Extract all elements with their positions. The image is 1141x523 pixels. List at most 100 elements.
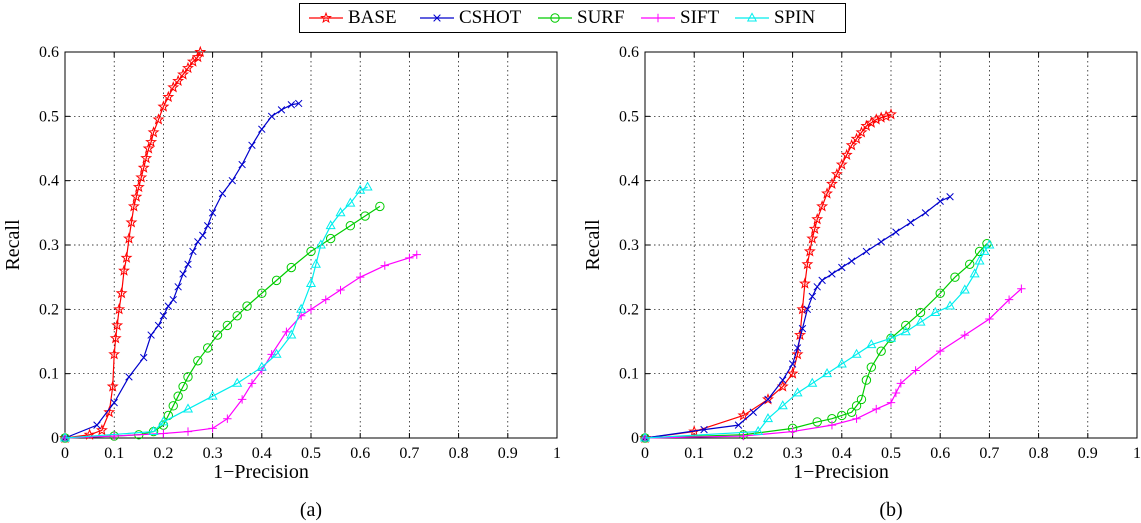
point-base: [106, 380, 119, 392]
point-spin: [900, 326, 911, 336]
legend-marker-spin: [746, 12, 758, 22]
point-base: [840, 148, 853, 161]
point-base: [125, 216, 138, 228]
point-spin: [974, 255, 985, 265]
series-line-sift: [644, 288, 1022, 439]
point-sift: [985, 314, 994, 324]
point-cshot: [749, 408, 757, 416]
x-tick-label: 0.7: [979, 445, 999, 462]
point-spin: [944, 300, 956, 310]
point-surf: [306, 246, 316, 257]
point-cshot: [228, 176, 236, 185]
point-base: [157, 100, 170, 112]
point-cshot: [218, 189, 227, 198]
point-cshot: [147, 331, 155, 339]
point-surf: [286, 262, 297, 273]
point-base: [177, 68, 190, 80]
point-cshot: [154, 321, 163, 330]
point-base: [885, 108, 897, 120]
point-surf: [812, 417, 822, 427]
point-spin: [232, 377, 243, 387]
point-surf: [193, 356, 203, 366]
point-surf: [861, 375, 872, 385]
x-tick-label: 0.4: [252, 445, 272, 462]
point-cshot: [813, 283, 821, 291]
point-spin: [362, 181, 373, 191]
x-tick-label: 0.5: [301, 445, 321, 462]
point-spin: [286, 329, 297, 339]
point-spin: [959, 284, 970, 294]
axes: 0 0.1 0.2 0.3 0.4 0.5 0.6 0.7 0.8 0.9 1 0 0.1 0.2 0.3 0…: [582, 44, 1141, 521]
point-base: [191, 50, 204, 63]
point-base: [821, 187, 833, 199]
legend-label-spin: SPIN: [774, 7, 816, 28]
point-sift: [336, 285, 345, 295]
point-base: [147, 126, 160, 138]
point-surf: [876, 346, 886, 356]
point-sift: [827, 420, 837, 430]
point-base: [135, 171, 148, 183]
point-cshot: [764, 395, 772, 404]
point-cshot: [892, 228, 900, 236]
point-surf: [846, 407, 857, 417]
point-base: [194, 45, 207, 58]
point-surf: [851, 401, 862, 411]
point-base: [118, 264, 130, 276]
point-cshot: [921, 209, 930, 217]
point-spin: [792, 387, 803, 397]
chart-panel-a: 0 0.1 0.2 0.3 0.4 0.5 0.6 0.7 0.8 0.9 1 0 0.1 0.2 0.3 0…: [2, 44, 561, 521]
point-cshot: [93, 421, 101, 429]
point-cshot: [294, 99, 303, 108]
panel-caption: (a): [300, 499, 322, 521]
point-cshot: [862, 247, 871, 256]
x-tick-label: 0.4: [832, 445, 852, 462]
point-cshot: [184, 260, 192, 269]
y-tick-label: 0.1: [39, 366, 59, 383]
y-tick-label: 0.6: [619, 44, 639, 61]
point-spin: [807, 377, 818, 387]
point-sift: [739, 431, 748, 441]
x-tick-label: 0.3: [203, 445, 223, 462]
point-cshot: [140, 353, 148, 362]
point-spin: [271, 348, 282, 358]
y-tick-label: 0.3: [619, 237, 639, 254]
point-base: [145, 135, 158, 148]
point-surf: [257, 288, 267, 298]
y-tick-label: 0.4: [619, 173, 639, 190]
point-sift: [237, 395, 247, 404]
point-cshot: [208, 209, 217, 217]
point-base: [140, 151, 153, 164]
point-base: [111, 319, 124, 331]
point-surf: [325, 233, 336, 244]
series-spin: [59, 181, 373, 442]
point-spin: [762, 413, 774, 423]
x-tick-label: 0: [61, 445, 69, 462]
series-line-sift: [64, 254, 418, 439]
point-cshot: [287, 101, 296, 109]
point-base: [152, 113, 165, 125]
point-sift: [911, 366, 920, 375]
point-spin: [836, 358, 847, 368]
point-base: [816, 200, 829, 212]
point-cshot: [189, 247, 197, 256]
point-surf: [375, 201, 385, 212]
point-spin: [305, 277, 317, 288]
point-cshot: [700, 425, 708, 434]
x-tick-label: 0.1: [104, 445, 124, 462]
series-line-base: [64, 51, 201, 439]
x-tick-label: 0.1: [684, 445, 704, 462]
point-surf: [173, 391, 183, 401]
point-surf: [232, 311, 242, 321]
point-spin: [158, 416, 169, 426]
point-sift: [936, 346, 945, 356]
point-cshot: [164, 302, 173, 310]
legend: BASE CSHOT SURF SIFT SPIN: [299, 3, 846, 33]
legend-marker-sift: [653, 13, 663, 23]
point-spin: [885, 332, 897, 342]
point-cshot: [248, 141, 256, 149]
x-tick-label: 0.8: [449, 445, 469, 462]
point-sift: [356, 272, 365, 282]
point-base: [801, 258, 814, 270]
point-spin: [207, 390, 218, 400]
point-surf: [183, 372, 193, 382]
